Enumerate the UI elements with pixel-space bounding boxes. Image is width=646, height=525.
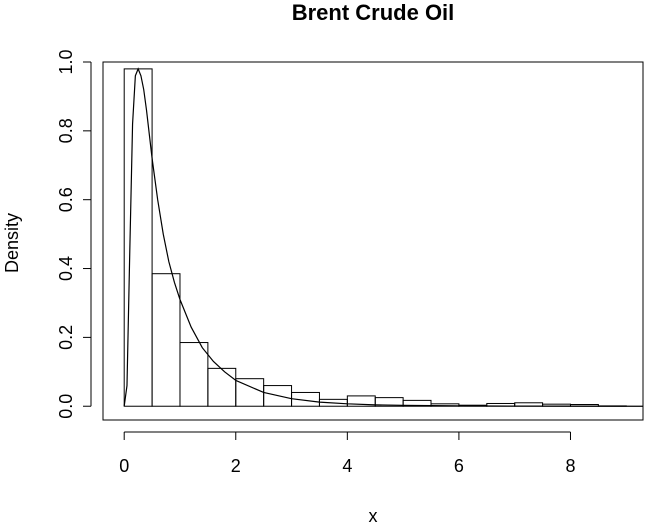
x-tick-label: 4 xyxy=(342,456,352,476)
y-tick-label: 0.2 xyxy=(56,325,76,350)
y-tick-label: 1.0 xyxy=(56,49,76,74)
y-tick-label: 0.8 xyxy=(56,118,76,143)
histogram-bar xyxy=(207,367,237,407)
y-axis-label: Density xyxy=(2,213,22,273)
x-axis-label: x xyxy=(369,506,378,525)
x-axis: 0 2 4 6 8 xyxy=(119,431,575,476)
histogram-bar xyxy=(151,273,181,407)
x-tick-label: 0 xyxy=(119,456,129,476)
y-tick-label: 0.6 xyxy=(56,187,76,212)
y-axis: 0.0 0.2 0.4 0.6 0.8 1.0 xyxy=(56,49,92,419)
y-tick-label: 0.4 xyxy=(56,256,76,281)
x-tick-label: 6 xyxy=(454,456,464,476)
y-tick-label: 0.0 xyxy=(56,394,76,419)
plot-frame xyxy=(102,61,644,421)
x-tick-label: 8 xyxy=(565,456,575,476)
chart-title: Brent Crude Oil xyxy=(292,0,455,25)
histogram-bars xyxy=(123,68,627,407)
density-curve xyxy=(123,67,644,407)
x-tick-label: 2 xyxy=(231,456,241,476)
histogram-bar xyxy=(402,399,432,407)
histogram-bar xyxy=(179,342,209,407)
